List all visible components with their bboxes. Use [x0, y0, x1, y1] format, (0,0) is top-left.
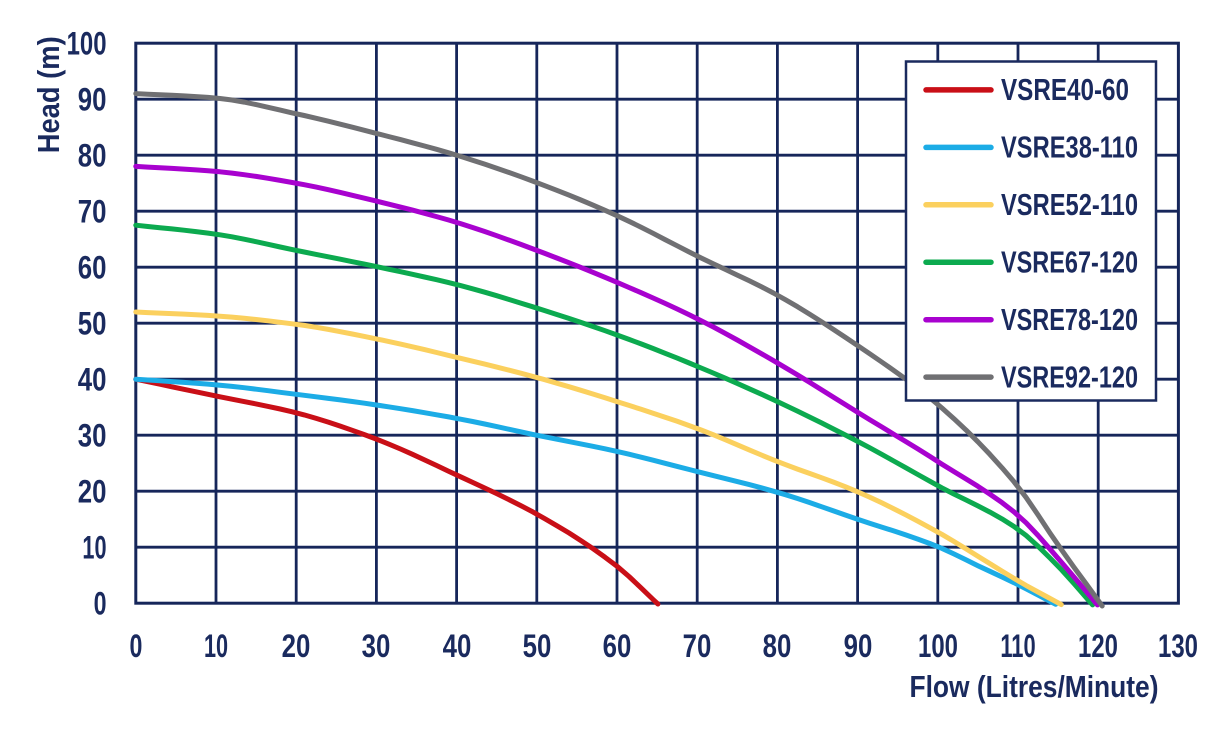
- svg-text:Head (m): Head (m): [31, 36, 66, 153]
- svg-text:90: 90: [844, 628, 873, 664]
- svg-text:110: 110: [1000, 628, 1035, 664]
- svg-text:VSRE38-110: VSRE38-110: [1001, 130, 1138, 165]
- svg-text:30: 30: [362, 628, 391, 664]
- svg-text:50: 50: [78, 305, 107, 341]
- svg-text:VSRE78-120: VSRE78-120: [1001, 302, 1138, 337]
- svg-text:80: 80: [78, 137, 107, 173]
- svg-text:0: 0: [130, 628, 143, 664]
- svg-text:10: 10: [82, 529, 106, 565]
- svg-text:40: 40: [443, 628, 472, 664]
- svg-text:20: 20: [282, 628, 311, 664]
- svg-text:VSRE67-120: VSRE67-120: [1001, 245, 1138, 280]
- svg-text:40: 40: [78, 361, 107, 397]
- svg-text:30: 30: [78, 417, 107, 453]
- svg-text:50: 50: [523, 628, 552, 664]
- svg-text:10: 10: [204, 628, 228, 664]
- svg-text:100: 100: [918, 628, 958, 664]
- svg-text:20: 20: [78, 473, 107, 509]
- svg-text:80: 80: [763, 628, 792, 664]
- svg-text:60: 60: [603, 628, 632, 664]
- svg-text:70: 70: [78, 193, 107, 229]
- svg-text:100: 100: [67, 25, 107, 61]
- svg-text:60: 60: [78, 249, 107, 285]
- svg-text:120: 120: [1078, 628, 1118, 664]
- svg-text:Flow (Litres/Minute): Flow (Litres/Minute): [910, 669, 1159, 704]
- svg-text:0: 0: [94, 585, 107, 621]
- svg-text:130: 130: [1158, 628, 1198, 664]
- svg-text:VSRE92-120: VSRE92-120: [1001, 359, 1138, 394]
- svg-text:VSRE40-60: VSRE40-60: [1001, 72, 1129, 107]
- svg-text:VSRE52-110: VSRE52-110: [1001, 187, 1138, 222]
- svg-text:90: 90: [78, 81, 107, 117]
- svg-text:70: 70: [683, 628, 712, 664]
